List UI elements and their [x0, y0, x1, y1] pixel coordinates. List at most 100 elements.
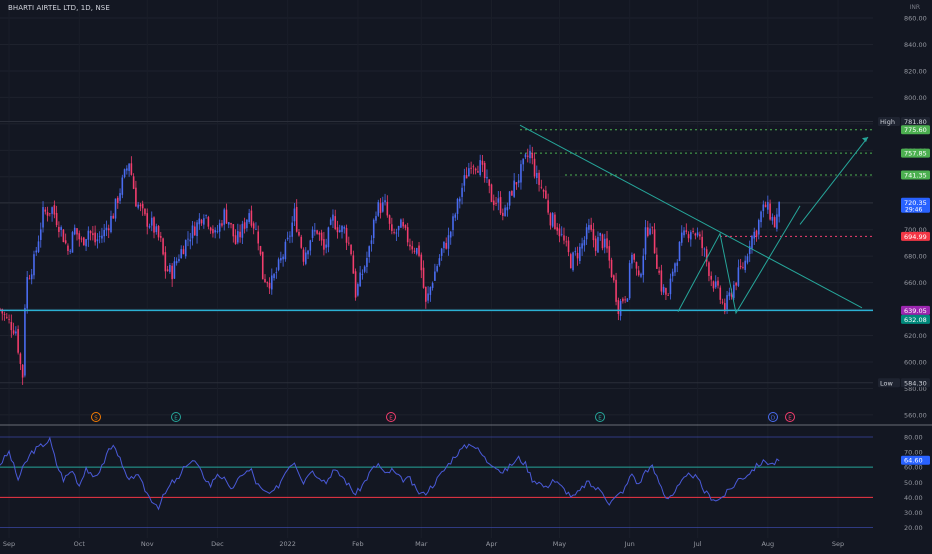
candle-body: [452, 216, 454, 230]
candle-body: [379, 203, 382, 213]
candle-body: [436, 266, 438, 272]
candle-body: [742, 267, 744, 268]
candle-body: [196, 222, 198, 237]
candle-body: [696, 232, 699, 236]
candle-body: [411, 246, 414, 250]
candle-body: [585, 227, 588, 240]
candle-body: [572, 252, 574, 271]
event-marker-letter: E: [174, 416, 178, 422]
candle-body: [273, 274, 275, 279]
candle-body: [257, 231, 260, 244]
symbol-title: BHARTI AIRTEL LTD, 1D, NSE: [8, 4, 110, 12]
candle-body: [583, 239, 586, 246]
high-tag: High: [880, 118, 895, 126]
candle-body: [15, 331, 17, 334]
candle-body: [502, 212, 504, 216]
candle-body: [592, 229, 595, 241]
candle-body: [767, 202, 769, 210]
candle-body: [3, 313, 6, 315]
candle-body: [8, 318, 10, 320]
candle-body: [327, 227, 330, 248]
candle-body: [705, 249, 708, 262]
candle-body: [665, 288, 667, 295]
candle-body: [275, 271, 278, 273]
candle-body: [302, 249, 305, 262]
candle-body: [137, 204, 139, 208]
event-marker[interactable]: [171, 412, 181, 422]
candle-body: [76, 228, 78, 235]
candle-body: [239, 231, 241, 238]
candle-body: [64, 240, 67, 244]
candle-body: [298, 231, 300, 236]
event-marker[interactable]: [785, 412, 795, 422]
candle-body: [637, 270, 640, 276]
neckline-label-box: [901, 231, 930, 241]
projection-arrowhead: [862, 137, 868, 143]
candle-body: [218, 223, 221, 232]
candle-body: [243, 222, 246, 229]
rsi-tick-label: 50.00: [904, 479, 923, 487]
candle-body: [284, 241, 287, 260]
candle-body: [714, 281, 717, 288]
candle-body: [184, 240, 187, 257]
candle-body: [80, 238, 83, 240]
candle-body: [744, 260, 746, 270]
candle-body: [216, 231, 219, 233]
candle-body: [576, 252, 579, 259]
candle-body: [44, 209, 47, 212]
candle-body: [588, 225, 590, 230]
support-label2-box: [901, 314, 930, 324]
candle-body: [536, 172, 538, 178]
candle-body: [67, 245, 69, 251]
candle-body: [456, 198, 459, 214]
event-marker[interactable]: [768, 412, 778, 422]
candle-body: [123, 169, 126, 178]
candle-body: [295, 206, 298, 232]
candle-body: [116, 197, 119, 203]
candle-body: [438, 258, 441, 266]
candle-body: [83, 237, 85, 246]
candle-body: [662, 286, 665, 293]
candle-body: [60, 227, 62, 231]
candle-body: [533, 158, 536, 177]
candle-body: [440, 248, 443, 256]
event-marker[interactable]: [91, 412, 101, 422]
candle-body: [19, 353, 22, 364]
candle-body: [103, 229, 105, 237]
candle-body: [724, 303, 726, 312]
event-marker[interactable]: [386, 412, 396, 422]
candle-body: [520, 164, 522, 183]
downtrend-line: [519, 124, 863, 309]
candle-body: [119, 193, 121, 201]
candle-body: [447, 235, 450, 249]
candle-body: [474, 168, 477, 171]
candle-body: [499, 197, 502, 214]
candle-body: [343, 227, 346, 229]
candle-body: [508, 191, 511, 206]
candle-body: [250, 210, 253, 226]
candle-body: [468, 168, 470, 177]
candle-body: [141, 203, 144, 209]
candle-body: [348, 242, 350, 244]
time-tick-label: Oct: [74, 540, 86, 548]
candle-body: [735, 282, 737, 286]
countdown-label: 29:46: [905, 206, 922, 213]
candle-body: [5, 316, 8, 318]
candle-body: [769, 203, 771, 220]
event-marker[interactable]: [595, 412, 605, 422]
time-tick-label: Apr: [486, 540, 498, 548]
candle-body: [622, 298, 624, 302]
candle-body: [388, 215, 391, 224]
candle-body: [513, 180, 515, 197]
candle-body: [264, 278, 266, 283]
candle-body: [542, 189, 545, 192]
high-value-box: [901, 116, 930, 126]
candle-body: [26, 277, 28, 309]
candle-body: [37, 241, 40, 252]
candle-body: [193, 226, 196, 236]
last-price-box: [901, 197, 930, 213]
candle-body: [676, 262, 679, 266]
candle-body: [422, 267, 425, 288]
